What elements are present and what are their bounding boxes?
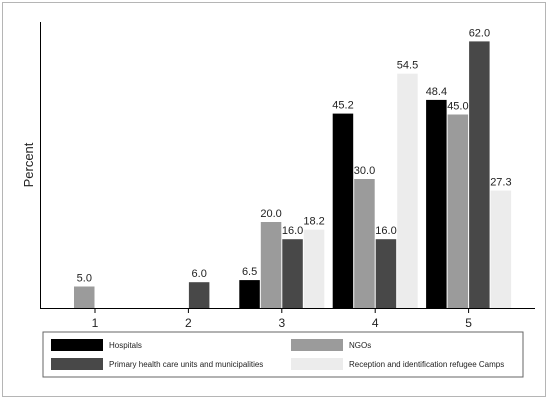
legend-label: Primary health care units and municipali… <box>109 360 263 369</box>
x-tick-label: 1 <box>92 316 99 330</box>
bar-2-3 <box>188 282 210 308</box>
legend-swatch <box>291 339 343 351</box>
bars-layer <box>74 41 512 309</box>
legend-swatch <box>291 358 343 370</box>
data-labels-layer: 5.0 6.0 6.520.016.018.245.230.016.054.548.… <box>77 27 512 284</box>
legend-label: NGOs <box>349 341 371 350</box>
x-tick-label: 3 <box>278 316 285 330</box>
data-label: 62.0 <box>469 27 490 39</box>
bar-5-3 <box>469 41 490 309</box>
data-label: 16.0 <box>375 225 396 237</box>
data-label: 30.0 <box>354 165 375 177</box>
bar-3-1 <box>239 280 260 308</box>
x-tick-label: 4 <box>372 316 379 330</box>
data-label: 5.0 <box>77 273 92 285</box>
bar-1-2 <box>74 286 95 308</box>
bar-4-1 <box>332 113 354 308</box>
bar-3-3 <box>282 239 303 308</box>
legend-label: Hospitals <box>109 341 142 350</box>
legend-swatch <box>51 339 103 351</box>
data-label: 6.5 <box>242 266 257 278</box>
bar-3-2 <box>260 222 282 308</box>
data-label: 16.0 <box>282 225 303 237</box>
data-label: 27.3 <box>490 177 511 189</box>
y-axis-label: Percent <box>21 142 36 187</box>
data-label: 18.2 <box>303 216 324 228</box>
bar-5-1 <box>426 99 447 309</box>
chart-frame <box>2 2 546 397</box>
data-label: 45.0 <box>447 101 468 113</box>
legend: Hospitals NGOs Primary health care units a… <box>42 331 524 378</box>
bar-5-4 <box>490 190 512 308</box>
bar-5-2 <box>447 114 469 308</box>
data-label: 45.2 <box>332 100 353 112</box>
data-label: 6.0 <box>192 268 207 280</box>
legend-box <box>42 331 524 378</box>
x-ticks-layer: 1 2 3 4 5 <box>92 309 472 330</box>
bar-4-3 <box>375 239 397 308</box>
x-tick-label: 5 <box>465 316 472 330</box>
x-tick-label: 2 <box>185 316 192 330</box>
bar-3-4 <box>303 229 325 308</box>
bar-4-4 <box>397 73 418 308</box>
data-label: 54.5 <box>397 60 418 72</box>
data-label: 20.0 <box>260 208 281 220</box>
legend-swatch <box>51 358 103 370</box>
data-label: 48.4 <box>426 86 447 98</box>
legend-label: Reception and identification refugee Cam… <box>349 360 504 369</box>
bar-4-2 <box>354 179 375 308</box>
